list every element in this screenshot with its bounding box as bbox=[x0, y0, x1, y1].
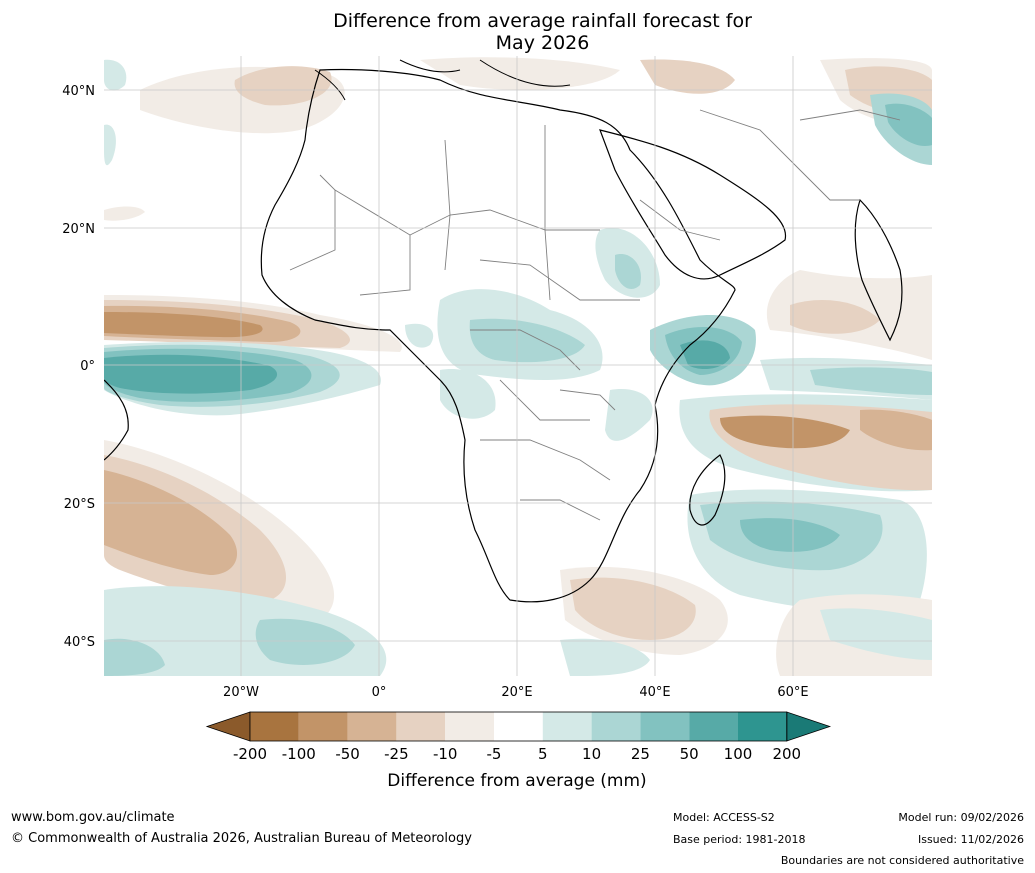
colorbar-tick-labels: -200 -100 -50 -25 -10 -5 5 10 25 50 100 200 bbox=[233, 745, 801, 763]
title-line-1: Difference from average rainfall forecas… bbox=[333, 10, 752, 32]
colorbar-segment bbox=[250, 712, 299, 741]
colorbar-tick-label: -200 bbox=[233, 745, 267, 763]
model-run-date: Model run: 09/02/2026 bbox=[898, 811, 1024, 824]
colorbar-title: Difference from average (mm) bbox=[387, 771, 646, 791]
graticule bbox=[104, 56, 932, 676]
colorbar-tick-label: -5 bbox=[487, 745, 502, 763]
colorbar-segment bbox=[347, 712, 397, 741]
lon-label: 40°E bbox=[639, 685, 670, 700]
issued-date: Issued: 11/02/2026 bbox=[917, 833, 1024, 846]
lat-label: 20°N bbox=[62, 222, 95, 237]
lat-label: 40°S bbox=[64, 635, 95, 650]
website-link[interactable]: www.bom.gov.au/climate bbox=[11, 810, 175, 825]
longitude-labels: 20°W 0° 20°E 40°E 60°E bbox=[223, 685, 809, 700]
colorbar-tick-label: 5 bbox=[538, 745, 548, 763]
boundaries-note: Boundaries are not considered authoritat… bbox=[780, 854, 1024, 867]
title-line-2: May 2026 bbox=[495, 32, 590, 54]
colorbar-segment bbox=[445, 712, 494, 741]
base-period: Base period: 1981-2018 bbox=[673, 833, 806, 846]
colorbar-tick-label: -100 bbox=[282, 745, 316, 763]
colorbar-extend-low bbox=[205, 711, 251, 742]
colorbar-segment bbox=[738, 712, 787, 741]
model-name: Model: ACCESS-S2 bbox=[673, 811, 775, 824]
colorbar-tick-label: -10 bbox=[433, 745, 458, 763]
lat-label: 0° bbox=[80, 359, 95, 374]
colorbar-segment bbox=[396, 712, 446, 741]
colorbar-segment bbox=[298, 712, 348, 741]
colorbar-extend-high bbox=[786, 711, 832, 742]
colorbar-tick-label: 10 bbox=[582, 745, 601, 763]
lat-label: 40°N bbox=[62, 84, 95, 99]
colorbar-segment bbox=[494, 712, 543, 741]
colorbar-outline bbox=[249, 711, 788, 742]
colorbar bbox=[205, 711, 832, 742]
colorbar-tick-label: 100 bbox=[724, 745, 753, 763]
colorbar-tick-label: 200 bbox=[772, 745, 801, 763]
colorbar-tick-label: 50 bbox=[680, 745, 699, 763]
colorbar-tick-label: -25 bbox=[384, 745, 409, 763]
colorbar-segment bbox=[640, 712, 690, 741]
lon-label: 0° bbox=[372, 685, 387, 700]
latitude-labels: 40°N 20°N 0° 20°S 40°S bbox=[62, 84, 95, 650]
copyright-text: © Commonwealth of Australia 2026, Austra… bbox=[11, 831, 472, 846]
colorbar-segment bbox=[542, 712, 592, 741]
lon-label: 20°E bbox=[501, 685, 532, 700]
map-title: Difference from average rainfall forecas… bbox=[0, 10, 1035, 54]
colorbar-segment bbox=[591, 712, 641, 741]
rainfall-anomaly-field bbox=[104, 56, 932, 676]
lon-label: 60°E bbox=[777, 685, 808, 700]
colorbar-segment bbox=[689, 712, 738, 741]
colorbar-tick-label: -50 bbox=[335, 745, 360, 763]
lat-label: 20°S bbox=[64, 497, 95, 512]
colorbar-tick-label: 25 bbox=[631, 745, 650, 763]
lon-label: 20°W bbox=[223, 685, 259, 700]
